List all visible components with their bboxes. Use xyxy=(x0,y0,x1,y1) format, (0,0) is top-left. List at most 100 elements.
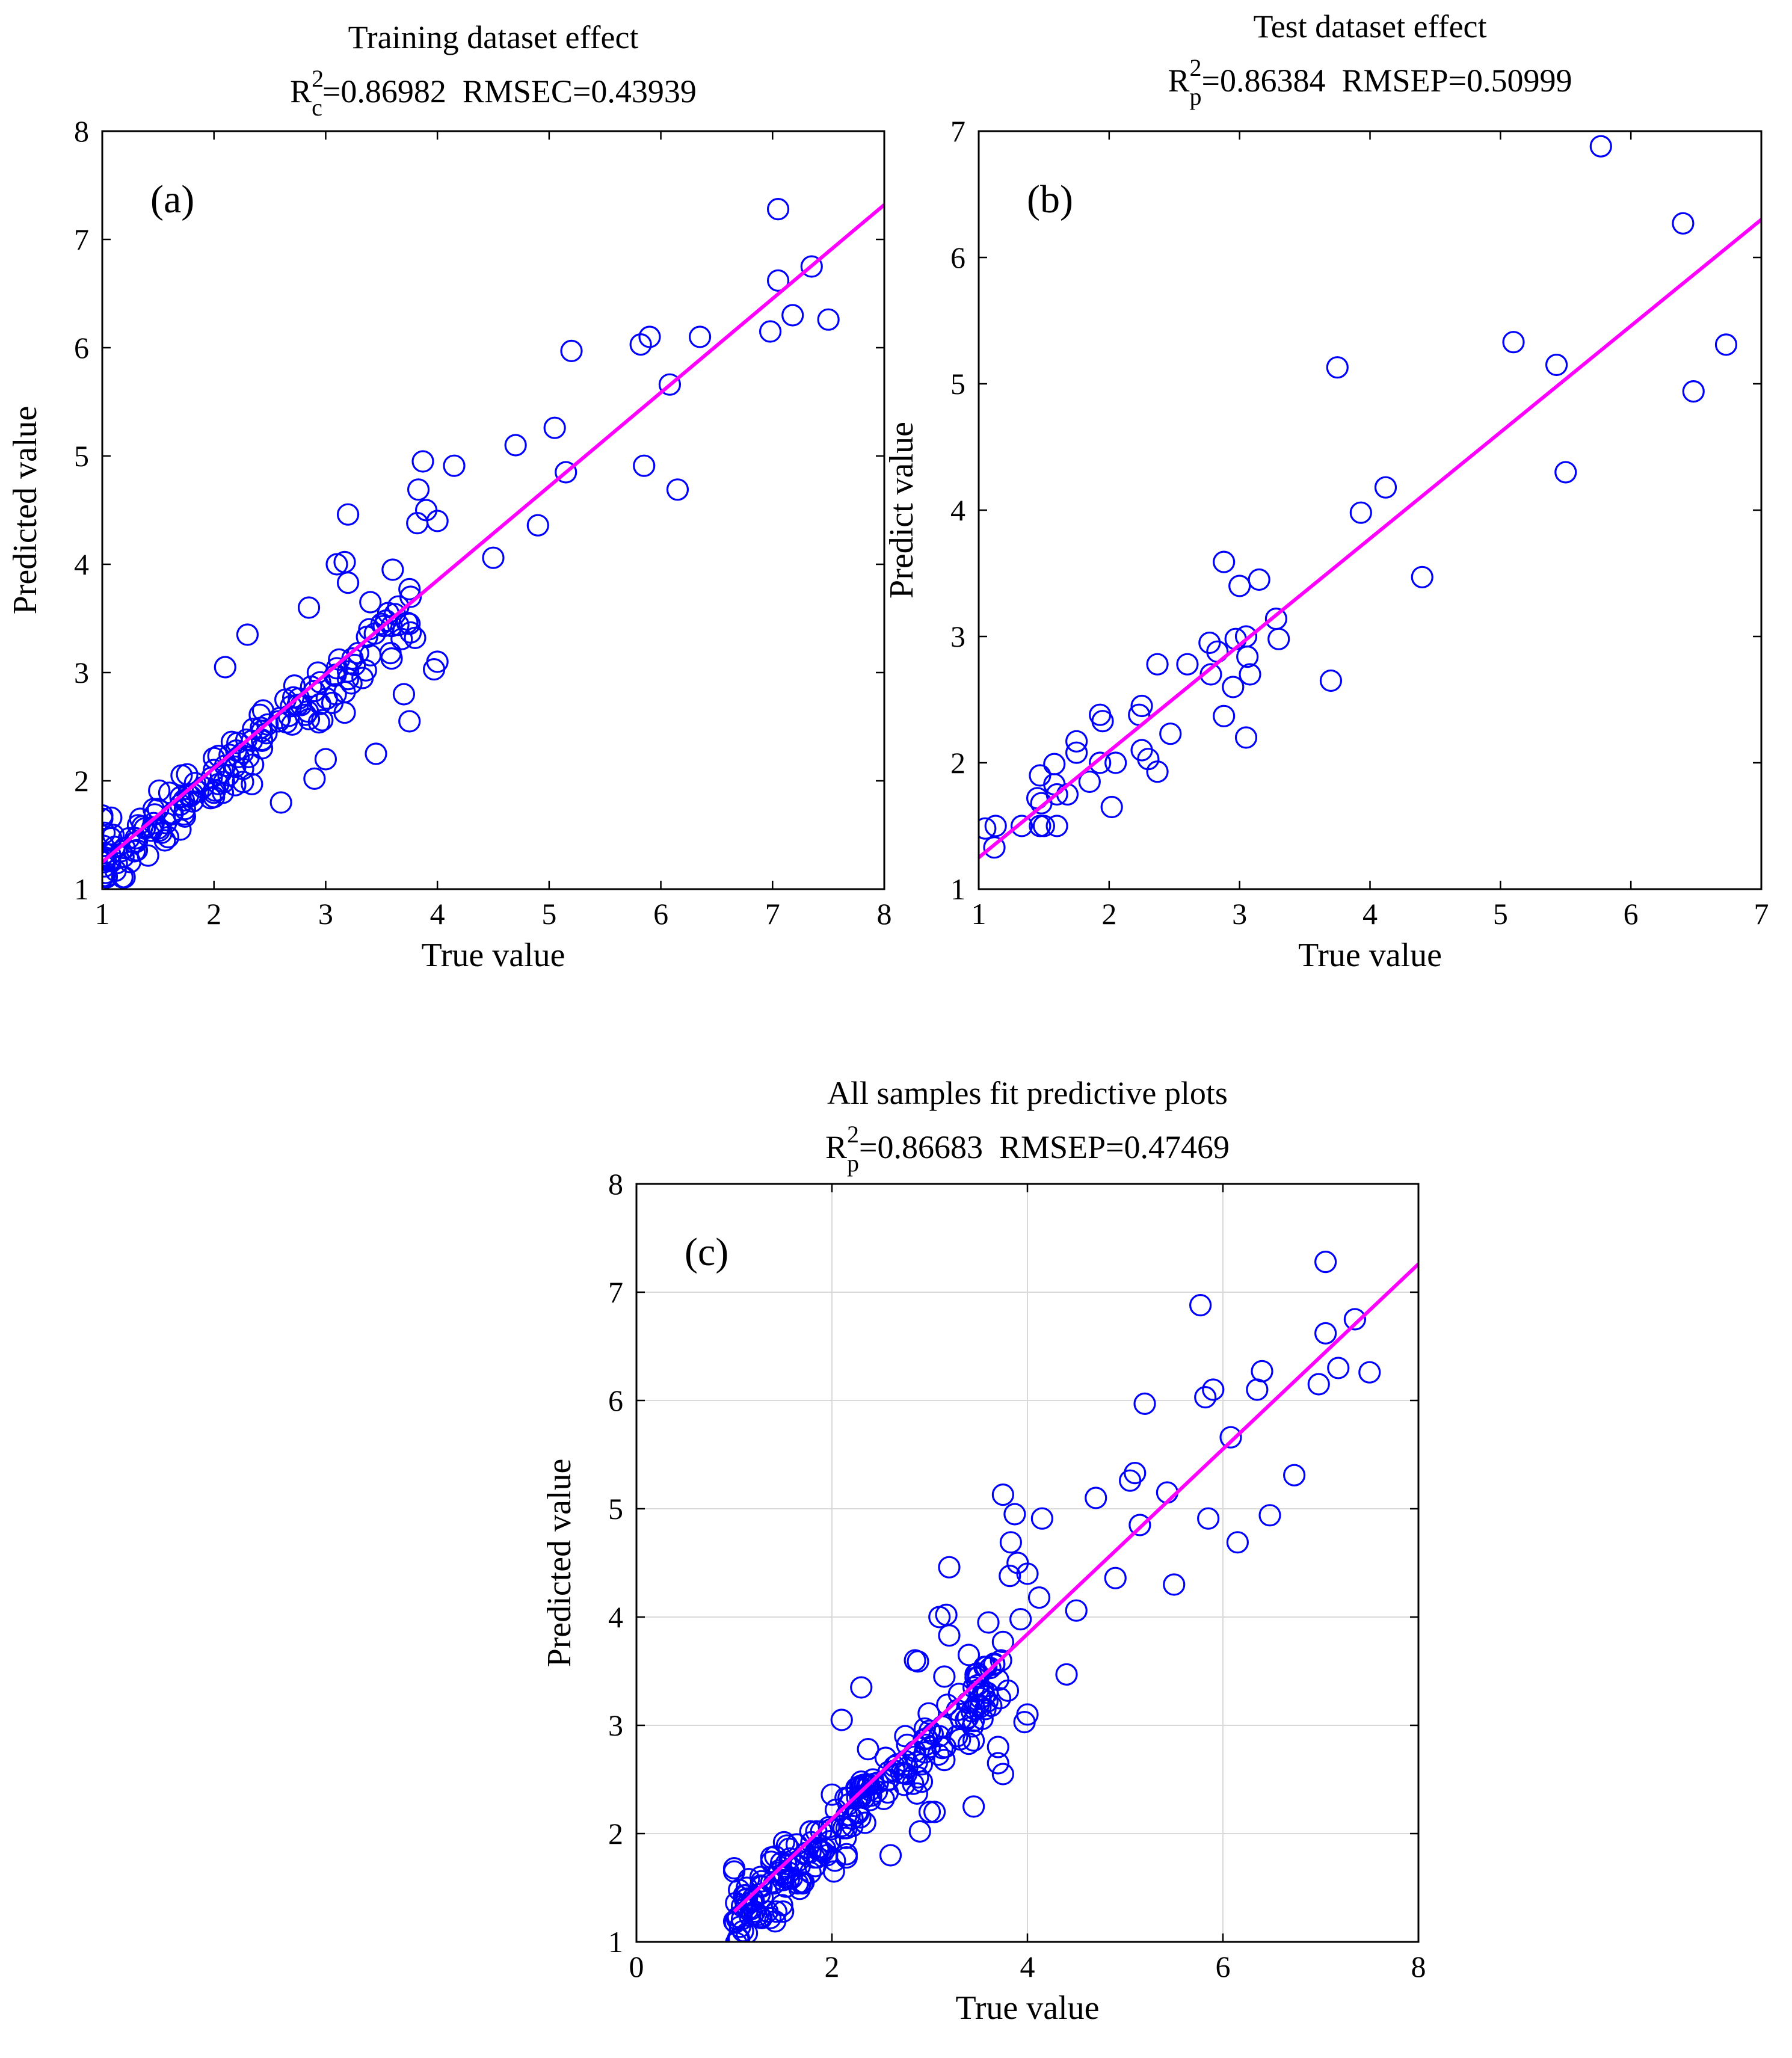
data-point xyxy=(1100,795,1123,819)
data-point xyxy=(381,558,404,581)
data-point xyxy=(777,1868,801,1891)
data-point xyxy=(737,1868,760,1891)
data-point xyxy=(1085,1487,1107,1509)
x-tick-label: 1 xyxy=(971,897,987,931)
data-point xyxy=(910,1770,934,1793)
data-point xyxy=(991,1763,1014,1785)
data-point xyxy=(363,622,386,645)
data-point xyxy=(1124,1462,1147,1485)
x-tick-label: 7 xyxy=(765,897,780,931)
data-point xyxy=(1197,1507,1220,1530)
data-point xyxy=(1682,380,1705,403)
data-point xyxy=(543,416,566,439)
x-tick-label: 3 xyxy=(318,897,333,931)
data-point xyxy=(1251,1360,1273,1382)
data-point xyxy=(336,503,360,526)
data-point xyxy=(1146,760,1169,783)
data-point xyxy=(962,1710,985,1733)
data-point xyxy=(857,1738,879,1761)
data-point xyxy=(908,1820,931,1843)
data-point xyxy=(1349,501,1372,524)
data-point xyxy=(1055,1663,1078,1686)
data-point xyxy=(172,803,196,826)
data-point xyxy=(380,647,403,670)
data-point xyxy=(169,786,192,809)
data-point xyxy=(1045,815,1068,837)
data-point xyxy=(311,709,334,732)
y-tick-label: 3 xyxy=(950,620,965,653)
data-point xyxy=(1228,575,1251,597)
data-point xyxy=(1104,751,1127,774)
data-point xyxy=(808,1838,831,1861)
data-point xyxy=(1248,568,1270,591)
data-point xyxy=(936,1693,959,1716)
data-point xyxy=(879,1844,902,1867)
y-tick-label: 5 xyxy=(74,439,89,473)
data-point xyxy=(1236,645,1259,668)
metric-line: R2 p=0.86384 RMSEP=0.50999 xyxy=(1168,54,1572,110)
data-point xyxy=(398,710,421,733)
data-point xyxy=(1010,815,1033,837)
data-point xyxy=(399,585,422,608)
data-point xyxy=(834,1826,857,1849)
y-tick-label: 3 xyxy=(608,1708,623,1742)
data-point xyxy=(102,855,116,878)
data-point xyxy=(1226,1531,1249,1554)
y-tick-label: 7 xyxy=(608,1275,623,1309)
y-tick-label: 7 xyxy=(950,114,965,148)
data-point xyxy=(1358,1361,1381,1384)
data-point xyxy=(1672,212,1695,235)
data-point xyxy=(411,450,434,473)
data-point xyxy=(482,546,505,569)
data-point xyxy=(1411,565,1433,588)
fit-line xyxy=(979,218,1761,859)
data-point xyxy=(666,478,689,501)
x-tick-label: 6 xyxy=(1624,897,1639,931)
data-point xyxy=(821,1783,843,1806)
data-point xyxy=(923,1801,946,1823)
axes-frame xyxy=(101,130,885,890)
data-point xyxy=(300,675,322,698)
data-point xyxy=(147,798,170,821)
data-point xyxy=(1545,353,1568,377)
data-point xyxy=(125,827,147,850)
x-tick-label: 0 xyxy=(629,1950,644,1983)
data-point xyxy=(1219,1426,1242,1449)
x-tick-label: 3 xyxy=(1232,897,1247,931)
data-point xyxy=(1009,1608,1032,1631)
data-point xyxy=(983,836,1006,859)
x-tick-label: 2 xyxy=(206,897,221,931)
data-point xyxy=(800,1831,823,1853)
metric-symbol: R xyxy=(290,73,312,109)
data-point xyxy=(1239,663,1261,686)
x-tick-label: 7 xyxy=(1754,897,1769,931)
data-point xyxy=(638,325,661,348)
data-point xyxy=(102,804,114,827)
data-point xyxy=(765,1900,787,1923)
data-point xyxy=(407,478,430,501)
y-tick-label: 4 xyxy=(950,493,965,527)
y-tick-label: 8 xyxy=(608,1167,623,1201)
data-point xyxy=(248,703,271,726)
data-point xyxy=(835,1843,858,1865)
fit-line xyxy=(733,1263,1418,1913)
data-point xyxy=(1234,726,1258,749)
data-point xyxy=(309,692,331,715)
x-tick-label: 5 xyxy=(541,897,556,931)
data-point xyxy=(918,1801,941,1823)
data-point xyxy=(771,1894,793,1917)
data-point xyxy=(336,668,360,691)
x-axis-label: True value xyxy=(421,937,565,974)
data-point xyxy=(1104,1567,1127,1589)
y-tick-label: 6 xyxy=(74,331,89,365)
data-point xyxy=(1176,653,1199,676)
y-tick-label: 1 xyxy=(74,872,89,906)
y-tick-label: 2 xyxy=(950,746,965,780)
data-point xyxy=(303,767,326,790)
data-point xyxy=(876,1781,899,1804)
y-tick-label: 1 xyxy=(950,872,965,906)
data-point xyxy=(850,1676,873,1699)
metric-subscript: c xyxy=(312,94,322,121)
